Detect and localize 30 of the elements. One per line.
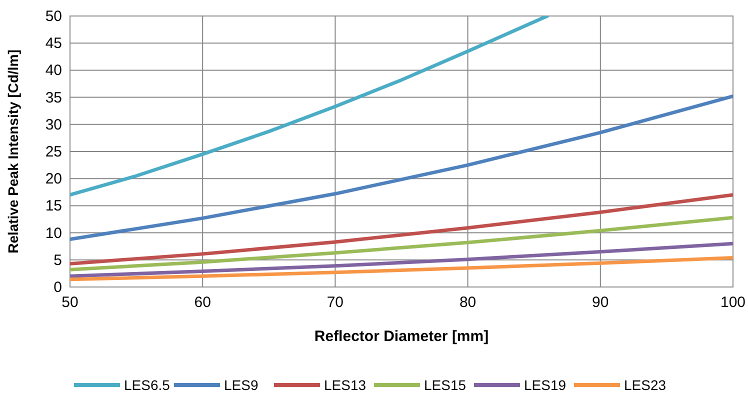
- legend-label: LES23: [624, 377, 666, 393]
- line-series: [70, 193, 733, 266]
- x-axis-title: Reflector Diameter [mm]: [314, 328, 489, 345]
- y-tick-label: 25: [45, 144, 62, 160]
- x-tick-label: 90: [592, 294, 609, 311]
- y-tick-label: 15: [45, 198, 62, 215]
- y-axis-title: Relative Peak Intensity [Cd/lm]: [5, 50, 21, 254]
- legend-label: LES13: [324, 377, 366, 393]
- x-tick-label: 80: [459, 294, 476, 311]
- line-series: [70, 242, 733, 278]
- legend-label: LES6.5: [124, 377, 170, 393]
- x-tick-label: 60: [194, 294, 211, 311]
- y-tick-label: 40: [45, 62, 62, 80]
- legend-label: LES19: [524, 377, 566, 393]
- line-series: [70, 94, 733, 242]
- x-tick-label: 100: [720, 294, 746, 311]
- y-tick-label: 10: [45, 224, 62, 242]
- y-tick-label: 20: [45, 170, 62, 188]
- line-series: [70, 16, 550, 197]
- y-tick-label: 5: [54, 252, 62, 269]
- y-tick-label: 30: [45, 116, 62, 134]
- y-tick-label: 45: [45, 35, 62, 52]
- y-tick-label: 0: [54, 279, 62, 296]
- legend-label: LES15: [424, 377, 466, 393]
- y-tick-label: 35: [45, 89, 62, 106]
- line-series: [70, 256, 733, 282]
- y-tick-label: 50: [45, 8, 62, 25]
- legend-label: LES9: [224, 377, 258, 393]
- x-tick-label: 70: [326, 294, 344, 311]
- line-series: [70, 216, 733, 272]
